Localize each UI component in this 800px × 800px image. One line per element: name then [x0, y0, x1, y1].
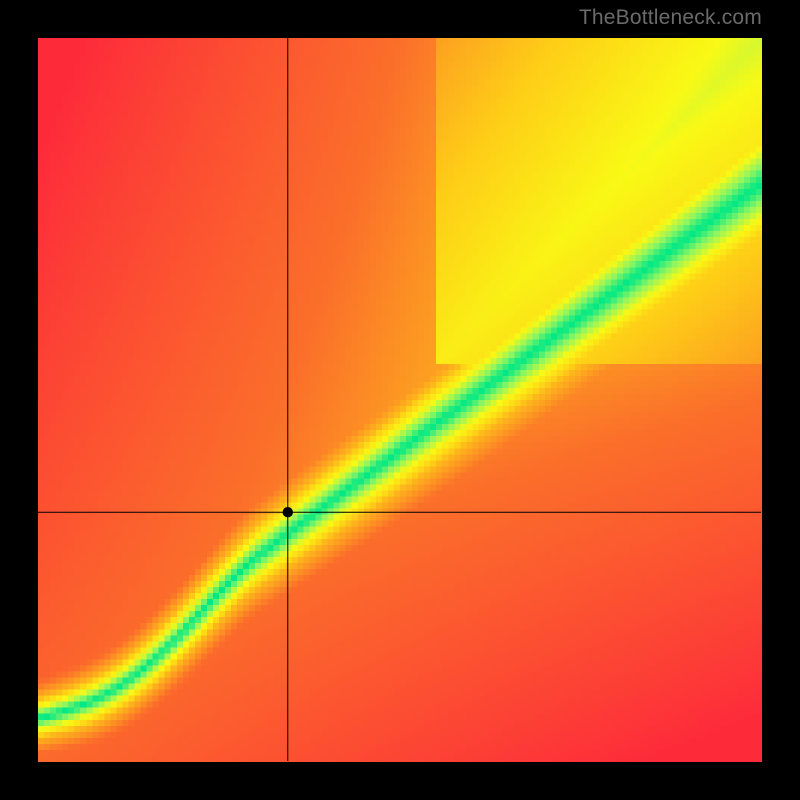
heatmap-canvas [38, 38, 762, 762]
watermark-text: TheBottleneck.com [579, 6, 762, 30]
plot-area [38, 38, 761, 761]
